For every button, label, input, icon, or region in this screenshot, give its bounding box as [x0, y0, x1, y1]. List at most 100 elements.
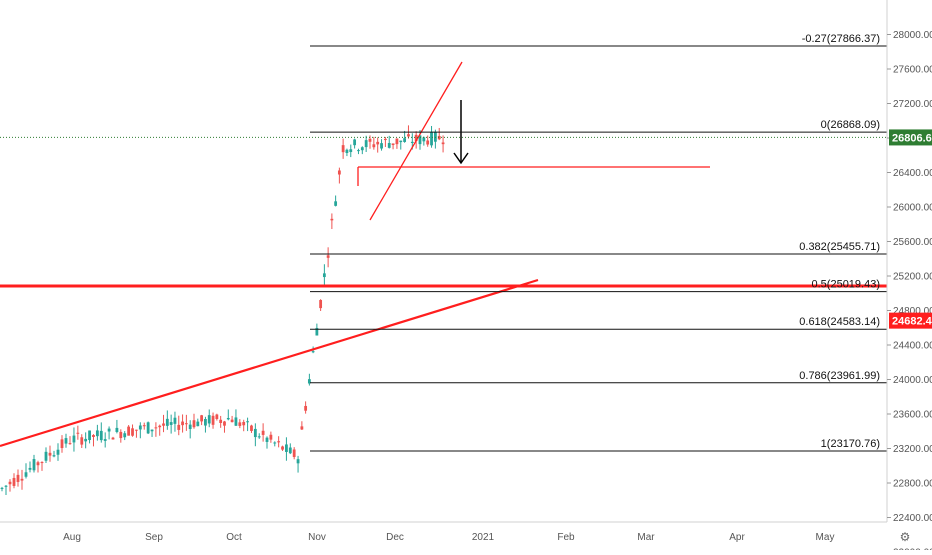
- candle-body: [265, 437, 269, 442]
- candle-body: [142, 425, 146, 427]
- candle-body: [4, 485, 8, 487]
- fib-levels: -0.27(27866.37) 0(26868.09) 0.382(25455.71…: [310, 33, 887, 452]
- y-tick-label: 25600.00: [893, 237, 932, 248]
- candle-body: [387, 143, 391, 148]
- candle-body: [368, 138, 372, 142]
- x-tick-label: Nov: [308, 532, 326, 543]
- candle-body: [226, 417, 230, 420]
- candle-body: [426, 140, 430, 145]
- candle-body: [311, 351, 315, 353]
- candle-body: [88, 430, 91, 441]
- candle-body: [20, 478, 24, 481]
- candle-body: [383, 138, 387, 141]
- candle-body: [422, 137, 426, 142]
- candle-body: [261, 430, 265, 435]
- candle-body: [357, 150, 360, 152]
- candle-body: [296, 459, 300, 464]
- settings-icon[interactable]: ⚙: [900, 530, 911, 544]
- y-tick-label: 22400.00: [893, 513, 932, 524]
- candle-body: [238, 422, 242, 426]
- candle-body: [48, 452, 52, 456]
- candle-body: [230, 419, 234, 423]
- candle-body: [395, 138, 399, 145]
- candle-body: [80, 437, 84, 445]
- candle-body: [253, 428, 257, 438]
- candle-body: [334, 201, 338, 206]
- candle-body: [207, 415, 211, 424]
- candle-body: [146, 422, 150, 434]
- candle-body: [84, 438, 88, 442]
- y-tick-label: 26400.00: [893, 168, 932, 179]
- down-arrow-head: [453, 152, 469, 165]
- y-tick-label: 23200.00: [893, 444, 932, 455]
- x-axis: Aug Sep Oct Nov Dec 2021 Feb Mar Apr May ⚙: [0, 521, 911, 544]
- x-tick-label: May: [816, 532, 835, 543]
- candle-body: [380, 143, 383, 149]
- candle-body: [322, 273, 326, 278]
- candle-body: [111, 437, 115, 440]
- candle-body: [246, 421, 249, 423]
- candle-body: [300, 426, 304, 430]
- candle-body: [56, 449, 60, 455]
- candle-body: [219, 419, 223, 423]
- overlays-layer: [0, 61, 887, 448]
- candle-body: [60, 439, 64, 449]
- last-price-tag-bg: [889, 129, 932, 146]
- candle-body: [123, 433, 127, 438]
- candle-body: [36, 462, 40, 466]
- candle-body: [242, 421, 246, 426]
- candle-body: [154, 427, 158, 429]
- candle-body: [269, 434, 273, 440]
- candle-body: [319, 300, 323, 309]
- y-tick-label: 25200.00: [893, 272, 932, 283]
- candle-body: [188, 424, 192, 430]
- candle-body: [292, 449, 296, 457]
- candle-body: [44, 451, 48, 461]
- candle-body: [215, 414, 219, 420]
- level-tag-bg: [889, 312, 932, 329]
- candle-body: [337, 170, 341, 175]
- candle-body: [135, 429, 138, 431]
- candle-body: [277, 441, 281, 443]
- candle-body: [410, 141, 414, 143]
- y-tick-label: 24800.00: [893, 306, 932, 317]
- candle-body: [192, 420, 196, 428]
- x-tick-label: Apr: [729, 532, 745, 543]
- candle-body: [95, 430, 99, 437]
- x-tick-label: Sep: [145, 532, 163, 543]
- candle-body: [72, 435, 76, 443]
- candle-body: [103, 439, 107, 441]
- candle-body: [234, 417, 238, 426]
- fib-label: -0.27(27866.37): [802, 33, 880, 45]
- candle-body: [200, 415, 204, 422]
- candle-body: [8, 481, 12, 485]
- x-tick-label: Dec: [386, 532, 404, 543]
- candle-body: [407, 134, 410, 137]
- y-tick-label: 26000.00: [893, 203, 932, 214]
- candle-body: [52, 455, 56, 457]
- candle-body: [173, 417, 177, 424]
- candle-body: [28, 467, 32, 470]
- y-tick-label: 22800.00: [893, 479, 932, 490]
- candle-body: [162, 423, 165, 426]
- fib-label: 0.382(25455.71): [799, 241, 880, 253]
- candle-body: [285, 444, 288, 452]
- candle-body: [341, 145, 345, 153]
- candle-body: [399, 140, 403, 143]
- candle-body: [223, 421, 226, 426]
- candle-body: [307, 379, 311, 384]
- candle-body: [184, 423, 188, 425]
- fib-label: 0.618(24583.14): [799, 316, 880, 328]
- candle-body: [196, 421, 200, 427]
- x-tick-label: Mar: [637, 532, 655, 543]
- candle-body: [372, 144, 376, 148]
- x-tick-label: Oct: [226, 532, 242, 543]
- x-tick-label: Feb: [557, 532, 575, 543]
- candle-body: [403, 138, 407, 142]
- y-tick-label: 24400.00: [893, 341, 932, 352]
- candle-body: [353, 139, 357, 146]
- candle-body: [16, 474, 20, 482]
- candle-body: [349, 149, 353, 153]
